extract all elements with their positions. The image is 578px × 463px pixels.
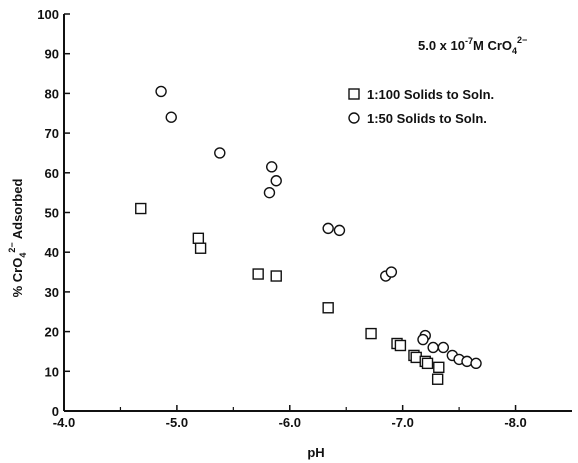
data-point-square bbox=[394, 339, 407, 352]
data-point-square bbox=[192, 232, 205, 245]
data-point-circle bbox=[322, 222, 334, 235]
data-point-square bbox=[252, 268, 264, 280]
x-tick-label: -8.0 bbox=[504, 415, 526, 430]
data-point-circle bbox=[214, 147, 226, 159]
x-tick-label: -6.0 bbox=[279, 415, 301, 430]
data-point-circle bbox=[165, 111, 177, 123]
legend-label-1-50: 1:50 Solids to Soln. bbox=[367, 111, 487, 126]
x-axis-label: pH bbox=[307, 445, 324, 460]
data-point-circle bbox=[270, 175, 282, 187]
x-tick-label: -4.0 bbox=[53, 415, 75, 430]
data-point-square bbox=[135, 202, 147, 215]
data-point-circle bbox=[427, 341, 439, 354]
y-tick-label: 30 bbox=[45, 285, 59, 300]
data-point-square bbox=[433, 361, 445, 374]
y-tick-label: 100 bbox=[37, 7, 59, 22]
data-point-square bbox=[365, 327, 377, 340]
data-point-square bbox=[270, 270, 282, 282]
data-point-circle bbox=[385, 266, 398, 278]
data-point-square bbox=[322, 302, 334, 314]
y-tick-label: 90 bbox=[45, 47, 59, 62]
data-point-square bbox=[194, 242, 207, 254]
x-tick-label: -7.0 bbox=[391, 415, 413, 430]
y-tick-label: 40 bbox=[45, 245, 59, 260]
data-point-circle bbox=[155, 85, 167, 98]
y-tick-label: 20 bbox=[45, 325, 59, 340]
y-tick-label: 70 bbox=[45, 126, 59, 141]
legend-square-marker bbox=[348, 88, 360, 100]
x-tick-label: -5.0 bbox=[166, 415, 188, 430]
data-point-circle bbox=[461, 355, 473, 368]
y-axis-ticks: 0 10 20 30 40 50 60 70 80 90 100 bbox=[37, 7, 70, 419]
data-point-circle bbox=[263, 186, 276, 199]
legend-circle-marker bbox=[348, 112, 360, 124]
concentration-annotation: 5.0 x 10-7M CrO42− bbox=[418, 35, 527, 56]
legend-label-1-100: 1:100 Solids to Soln. bbox=[367, 87, 494, 102]
y-tick-label: 0 bbox=[52, 404, 59, 419]
legend: 1:100 Solids to Soln. 1:50 Solids to Sol… bbox=[348, 87, 494, 126]
data-point-circle bbox=[437, 341, 450, 354]
y-tick-label: 60 bbox=[45, 166, 59, 181]
data-point-circle bbox=[470, 357, 482, 370]
data-point-square bbox=[421, 357, 434, 370]
data-points bbox=[135, 85, 482, 385]
y-tick-label: 80 bbox=[45, 86, 59, 101]
y-tick-label: 50 bbox=[45, 206, 59, 221]
y-tick-label: 10 bbox=[45, 364, 59, 379]
data-point-circle bbox=[266, 161, 278, 173]
y-axis-label: % CrO42− Adsorbed bbox=[7, 179, 28, 298]
data-point-square bbox=[431, 373, 444, 385]
data-point-circle bbox=[333, 224, 346, 237]
data-point-circle bbox=[417, 333, 429, 346]
x-axis-ticks: -4.0 -5.0 -6.0 -7.0 -8.0 bbox=[53, 405, 527, 430]
